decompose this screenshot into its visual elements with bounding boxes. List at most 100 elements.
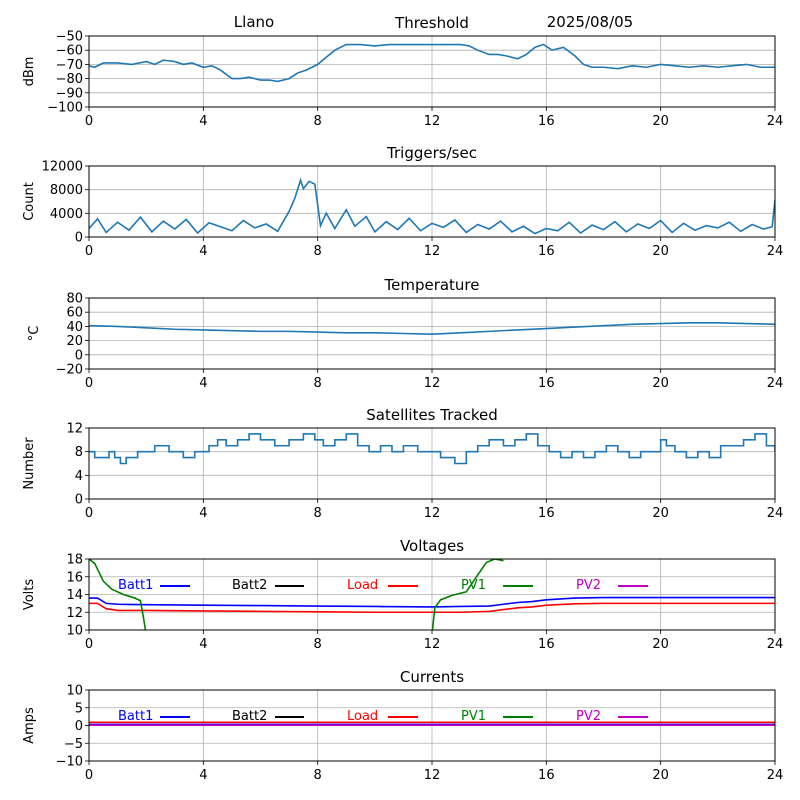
legend-label: Batt2 bbox=[232, 709, 267, 724]
plot-frame bbox=[88, 558, 776, 631]
x-tick-label: 8 bbox=[314, 768, 322, 783]
plot-frame bbox=[88, 297, 776, 370]
plot-frame bbox=[88, 35, 776, 108]
x-tick-label: 24 bbox=[767, 506, 784, 521]
y-tick-label: −100 bbox=[47, 101, 83, 116]
x-tick-label: 8 bbox=[314, 376, 322, 391]
x-tick-label: 0 bbox=[85, 768, 93, 783]
x-tick-label: 12 bbox=[424, 114, 441, 129]
y-axis-label: Volts bbox=[22, 579, 37, 611]
y-tick-label: 14 bbox=[66, 588, 83, 603]
y-tick-label: −80 bbox=[56, 72, 83, 87]
x-tick-label: 20 bbox=[652, 506, 669, 521]
plot-frame bbox=[88, 165, 776, 238]
chart-title: Currents bbox=[400, 668, 464, 686]
station-name: Llano bbox=[234, 13, 274, 31]
y-axis-label: Count bbox=[22, 182, 37, 221]
x-tick-label: 4 bbox=[199, 244, 207, 259]
chart-panel: Satellites Tracked 0 4 8 12 16 20 24 0 4 8 12 Number bbox=[22, 406, 783, 521]
series-line bbox=[89, 433, 775, 465]
x-tick-label: 4 bbox=[199, 637, 207, 652]
x-tick-label: 20 bbox=[652, 244, 669, 259]
y-axis-label: °C bbox=[27, 326, 42, 342]
legend-label: PV1 bbox=[461, 709, 486, 724]
y-tick-label: 18 bbox=[66, 553, 83, 568]
x-tick-label: 12 bbox=[424, 244, 441, 259]
x-tick-label: 24 bbox=[767, 244, 784, 259]
x-tick-label: 0 bbox=[85, 637, 93, 652]
x-tick-label: 8 bbox=[314, 506, 322, 521]
x-tick-label: 4 bbox=[199, 376, 207, 391]
y-tick-label: 10 bbox=[66, 624, 83, 639]
series-line bbox=[89, 322, 775, 336]
x-tick-label: 20 bbox=[652, 114, 669, 129]
x-tick-label: 16 bbox=[538, 768, 555, 783]
y-tick-label: −50 bbox=[56, 30, 83, 45]
series-line bbox=[89, 559, 504, 630]
x-tick-label: 12 bbox=[424, 506, 441, 521]
x-tick-label: 20 bbox=[652, 376, 669, 391]
x-tick-label: 12 bbox=[424, 768, 441, 783]
y-tick-label: 12 bbox=[66, 606, 83, 621]
y-tick-label: 80 bbox=[66, 292, 83, 307]
legend-label: PV2 bbox=[576, 578, 601, 593]
y-axis-label: Amps bbox=[22, 707, 37, 744]
x-tick-label: 16 bbox=[538, 506, 555, 521]
y-tick-label: 8 bbox=[75, 445, 83, 460]
chart-title: Voltages bbox=[400, 537, 464, 555]
x-tick-label: 20 bbox=[652, 637, 669, 652]
x-tick-label: 24 bbox=[767, 637, 784, 652]
legend-label: Load bbox=[347, 709, 378, 724]
x-tick-label: 12 bbox=[424, 637, 441, 652]
chart-panel: Threshold 0 4 8 12 16 20 24 −100−90−80−70−60−50 d… bbox=[22, 14, 783, 129]
y-tick-label: 10 bbox=[66, 684, 83, 699]
x-tick-label: 4 bbox=[199, 506, 207, 521]
series-line bbox=[89, 177, 775, 235]
y-tick-label: 60 bbox=[66, 306, 83, 321]
x-tick-label: 8 bbox=[314, 637, 322, 652]
x-tick-label: 24 bbox=[767, 768, 784, 783]
series-line bbox=[89, 43, 775, 83]
x-tick-label: 24 bbox=[767, 376, 784, 391]
x-tick-label: 16 bbox=[538, 637, 555, 652]
legend-label: Batt1 bbox=[118, 578, 153, 593]
y-tick-label: 5 bbox=[75, 701, 83, 716]
chart-title: Satellites Tracked bbox=[366, 406, 497, 424]
chart-title: Threshold bbox=[394, 14, 469, 32]
legend-label: Load bbox=[347, 578, 378, 593]
chart-title: Temperature bbox=[383, 276, 479, 294]
y-tick-label: 0 bbox=[75, 348, 83, 363]
y-tick-label: 4000 bbox=[50, 207, 83, 222]
x-tick-label: 16 bbox=[538, 114, 555, 129]
y-tick-label: 8000 bbox=[50, 183, 83, 198]
x-tick-label: 12 bbox=[424, 376, 441, 391]
y-tick-label: 16 bbox=[66, 570, 83, 585]
y-tick-label: 0 bbox=[75, 231, 83, 246]
x-tick-label: 0 bbox=[85, 114, 93, 129]
x-tick-label: 20 bbox=[652, 768, 669, 783]
y-tick-label: −60 bbox=[56, 44, 83, 59]
y-tick-label: −90 bbox=[56, 86, 83, 101]
legend-label: Batt1 bbox=[118, 709, 153, 724]
y-axis-label: Number bbox=[22, 437, 37, 490]
series-line bbox=[89, 602, 775, 614]
plot-frame bbox=[88, 427, 776, 500]
y-tick-label: 0 bbox=[75, 719, 83, 734]
x-tick-label: 24 bbox=[767, 114, 784, 129]
x-tick-label: 0 bbox=[85, 506, 93, 521]
y-tick-label: 40 bbox=[66, 320, 83, 335]
x-tick-label: 0 bbox=[85, 376, 93, 391]
x-tick-label: 4 bbox=[199, 768, 207, 783]
legend-label: PV1 bbox=[461, 578, 486, 593]
y-tick-label: −20 bbox=[56, 363, 83, 378]
x-tick-label: 16 bbox=[538, 244, 555, 259]
y-tick-label: 12000 bbox=[42, 160, 83, 175]
y-tick-label: −5 bbox=[64, 737, 83, 752]
y-axis-label: dBm bbox=[22, 57, 37, 87]
y-tick-label: −10 bbox=[56, 755, 83, 770]
legend-label: Batt2 bbox=[232, 578, 267, 593]
y-tick-label: 0 bbox=[75, 493, 83, 508]
